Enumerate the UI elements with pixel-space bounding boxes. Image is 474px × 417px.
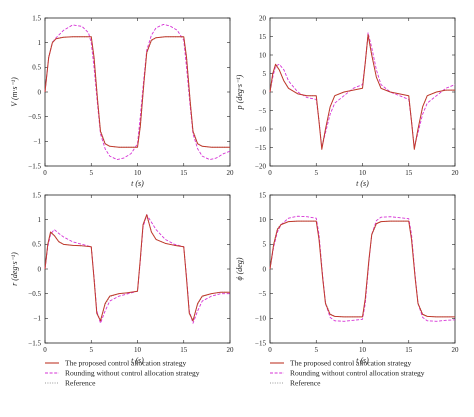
series-line-1 xyxy=(44,36,230,148)
y-tick-label: 1 xyxy=(38,39,42,47)
plot-frame xyxy=(44,194,231,344)
series-line-1 xyxy=(269,34,455,150)
legend-label: Reference xyxy=(290,379,321,388)
y-tick-label: −5 xyxy=(259,290,267,298)
series-line-1 xyxy=(44,214,230,322)
x-tick-label: 15 xyxy=(180,169,188,177)
x-tick-label: 5 xyxy=(90,169,94,177)
x-axis-label: t (s) xyxy=(131,356,144,365)
series-line-3 xyxy=(269,36,455,148)
x-tick-label: 20 xyxy=(452,169,460,177)
y-tick-label: −1.5 xyxy=(28,162,41,170)
x-tick-label: 20 xyxy=(227,346,235,354)
series-line-2 xyxy=(44,23,231,161)
y-tick-label: −15 xyxy=(255,144,266,152)
y-tick-label: −1.5 xyxy=(28,339,41,347)
legend-label: The proposed control allocation strategy xyxy=(290,359,411,368)
x-tick-label: 0 xyxy=(268,169,272,177)
x-tick-label: 15 xyxy=(405,169,413,177)
panel-3: 0 5 10 15 20 1.5 1 0.5 0 −0.5 −1 −1.5 t (s) r (deg·s⁻… xyxy=(10,191,234,365)
y-tick-label: −10 xyxy=(255,315,266,323)
y-tick-label: −0.5 xyxy=(28,290,41,298)
legend-label: The proposed control allocation strategy xyxy=(65,359,186,368)
y-tick-label: −1 xyxy=(34,138,42,146)
y-axis-label: ϕ (deg) xyxy=(235,257,244,280)
y-tick-label: 20 xyxy=(259,14,267,22)
y-tick-label: 5 xyxy=(263,70,267,78)
y-axis-label: p (deg·s⁻¹) xyxy=(235,74,244,110)
y-tick-label: 0 xyxy=(38,265,42,273)
series-line-2 xyxy=(269,32,456,148)
series-line-3 xyxy=(44,215,230,321)
y-tick-label: 10 xyxy=(259,51,267,59)
y-tick-label: 5 xyxy=(263,241,267,249)
legend-label: Rounding without control allocation stra… xyxy=(290,369,425,378)
x-tick-label: 20 xyxy=(227,169,235,177)
panel-4: 0 5 10 15 20 15 10 5 0 −5 −10 −15 t (s) ϕ (deg) xyxy=(235,191,459,365)
series-line-3 xyxy=(269,220,455,318)
y-tick-label: 0 xyxy=(263,265,267,273)
x-tick-label: 5 xyxy=(90,346,94,354)
y-tick-label: 10 xyxy=(259,216,267,224)
x-axis-label: t (s) xyxy=(356,356,369,365)
y-tick-label: 1 xyxy=(38,216,42,224)
series-line-3 xyxy=(44,36,230,148)
x-tick-label: 0 xyxy=(268,346,272,354)
y-tick-label: −10 xyxy=(255,125,266,133)
y-tick-label: 0 xyxy=(263,88,267,96)
legend-2: The proposed control allocation strategy… xyxy=(270,359,425,388)
x-axis-label: t (s) xyxy=(356,179,369,188)
legend-label: Reference xyxy=(65,379,96,388)
y-tick-label: 0.5 xyxy=(32,64,41,72)
plot-frame xyxy=(269,17,456,167)
panel-1: 0 5 10 15 20 1.5 1 0.5 0 −0.5 −1 −1.5 t (s) V (m·s⁻¹) xyxy=(10,14,234,188)
x-tick-label: 10 xyxy=(359,346,367,354)
y-axis-label: V (m·s⁻¹) xyxy=(10,77,19,107)
legend-label: Rounding without control allocation stra… xyxy=(65,369,200,378)
y-tick-label: 0 xyxy=(38,88,42,96)
series-line-2 xyxy=(44,214,230,324)
series-line-1 xyxy=(269,220,455,318)
series-line-2 xyxy=(269,215,456,322)
x-tick-label: 15 xyxy=(405,346,413,354)
y-tick-label: −5 xyxy=(259,107,267,115)
y-tick-label: 1.5 xyxy=(32,14,41,22)
x-tick-label: 5 xyxy=(315,169,319,177)
x-tick-label: 10 xyxy=(359,169,367,177)
x-axis-label: t (s) xyxy=(131,179,144,188)
x-tick-label: 20 xyxy=(452,346,460,354)
legend-1: The proposed control allocation strategy… xyxy=(45,359,200,388)
y-tick-label: −1 xyxy=(34,315,42,323)
panel-2: 0 5 10 15 20 20 15 10 5 0 −5 −10 −15 −20 t (s) p (deg·s… xyxy=(235,14,459,188)
x-tick-label: 10 xyxy=(134,169,142,177)
y-tick-label: 1.5 xyxy=(32,191,41,199)
y-tick-label: 15 xyxy=(259,191,267,199)
y-tick-label: −15 xyxy=(255,339,266,347)
y-axis-label: r (deg·s⁻¹) xyxy=(10,252,19,286)
y-tick-label: −20 xyxy=(255,162,266,170)
y-tick-label: 0.5 xyxy=(32,241,41,249)
x-tick-label: 10 xyxy=(134,346,142,354)
x-tick-label: 15 xyxy=(180,346,188,354)
y-tick-label: 15 xyxy=(259,33,267,41)
x-tick-label: 5 xyxy=(315,346,319,354)
x-tick-label: 0 xyxy=(43,169,47,177)
y-tick-label: −0.5 xyxy=(28,113,41,121)
x-tick-label: 0 xyxy=(43,346,47,354)
